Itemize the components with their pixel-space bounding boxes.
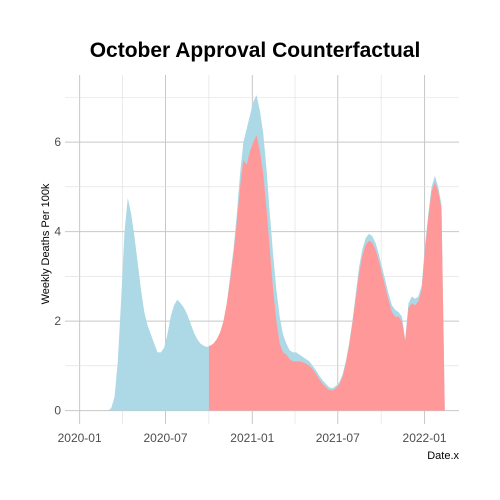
x-axis-ticks: 2020-01 2020-07 2021-01 2021-07 2022-01: [58, 431, 447, 445]
x-tick-label: 2021-01: [230, 431, 274, 445]
area-series: [107, 95, 445, 411]
chart-title: October Approval Counterfactual: [90, 39, 421, 62]
x-axis-label: Date.x: [427, 450, 459, 462]
y-tick-label: 2: [54, 314, 61, 328]
y-tick-label: 6: [54, 135, 61, 149]
x-tick-label: 2020-01: [58, 431, 102, 445]
x-tick-label: 2022-01: [403, 431, 447, 445]
area-series-2: [208, 135, 445, 411]
y-tick-label: 0: [54, 404, 61, 418]
y-axis-label: Weekly Deaths Per 100k: [40, 183, 52, 304]
y-axis-ticks: 0 2 4 6: [54, 135, 61, 417]
x-tick-label: 2020-07: [143, 431, 187, 445]
y-tick-label: 4: [54, 225, 61, 239]
x-tick-label: 2021-07: [316, 431, 360, 445]
